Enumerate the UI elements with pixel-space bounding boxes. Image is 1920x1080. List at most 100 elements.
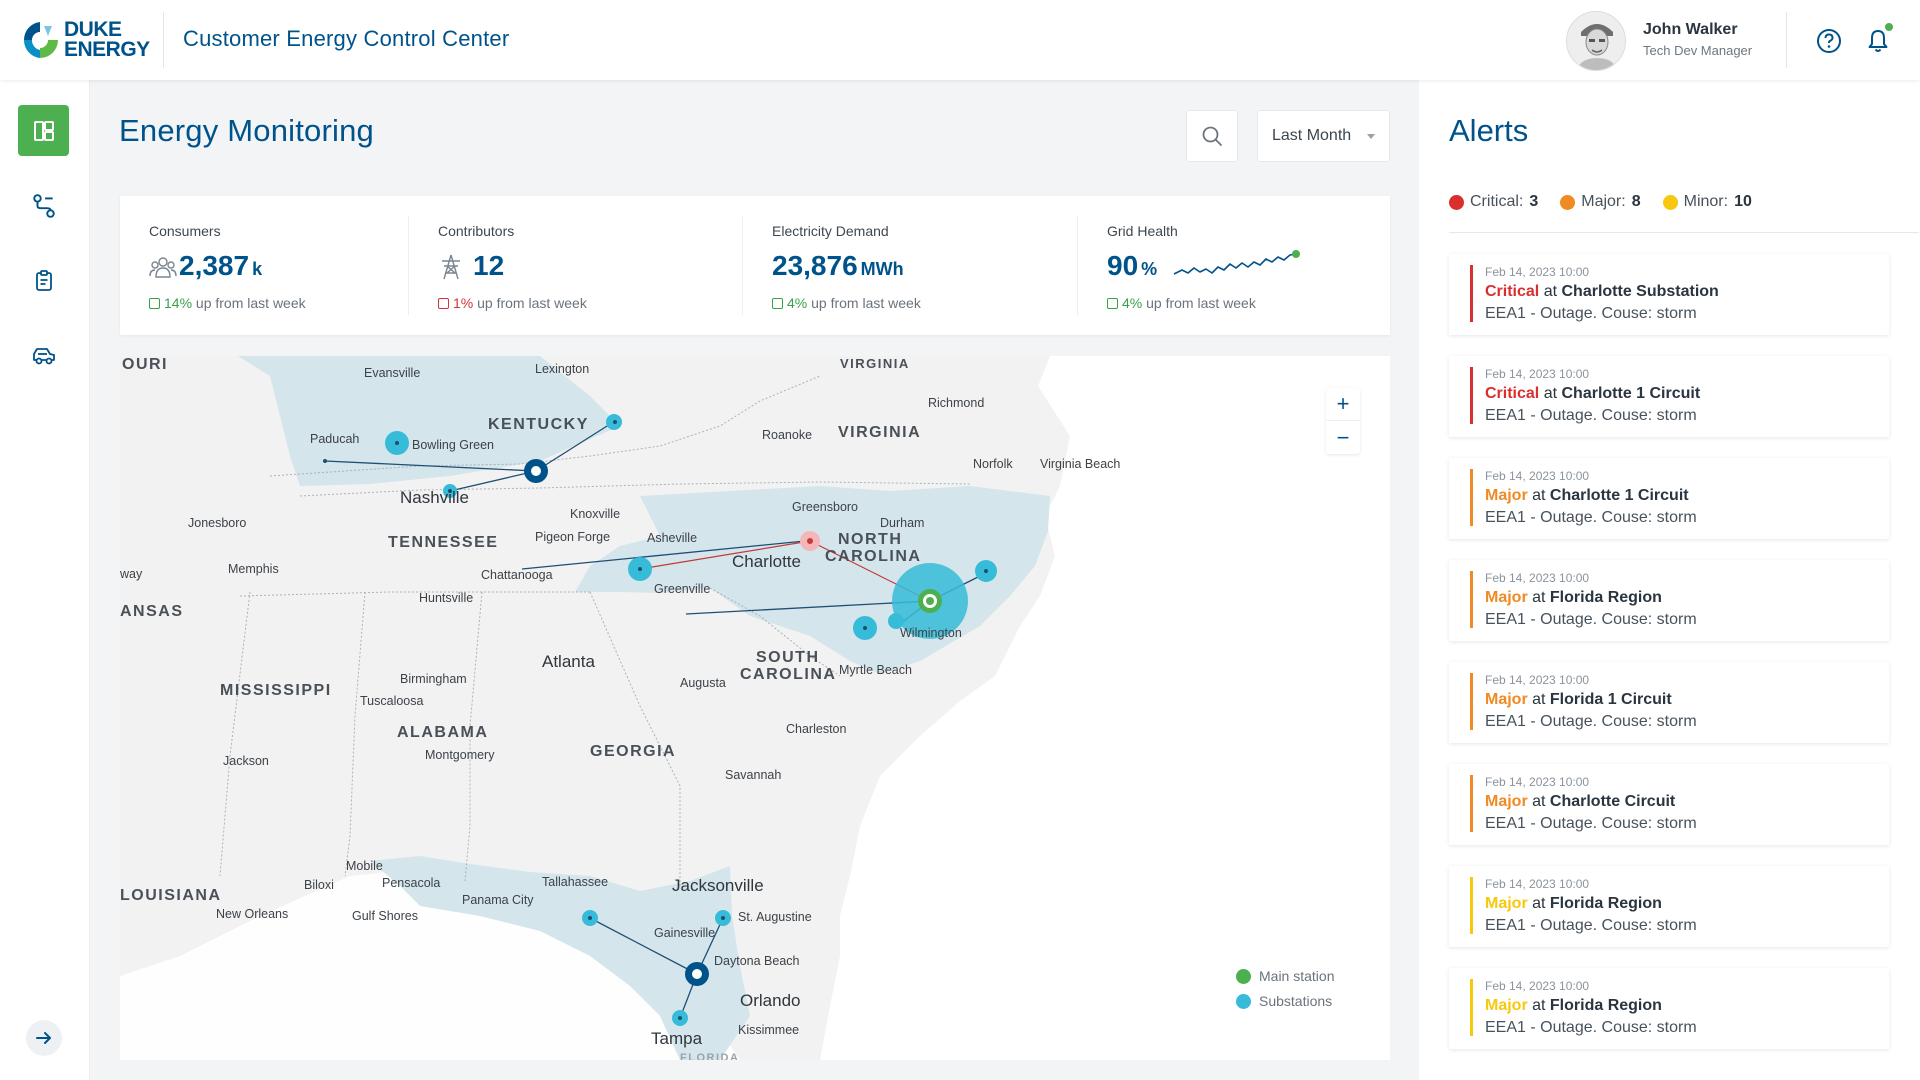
user-name: John Walker	[1643, 21, 1738, 38]
trend-text: up from last week	[473, 295, 587, 311]
header-divider	[1786, 12, 1787, 68]
alert-time: Feb 14, 2023 10:00	[1485, 265, 1590, 279]
kpi-label: Consumers	[149, 223, 221, 239]
kpi-number: 23,876	[772, 250, 858, 281]
kpi-trend: 4% up from last week	[772, 295, 921, 311]
map-label: Virginia Beach	[1040, 457, 1121, 471]
sidebar	[0, 80, 90, 1080]
alert-at: at	[1539, 283, 1562, 300]
critical-dot	[1449, 194, 1464, 210]
map-label: Tallahassee	[542, 875, 609, 889]
header-divider	[163, 12, 164, 68]
sidebar-item-reports[interactable]	[18, 255, 69, 306]
legend-dot	[1236, 993, 1251, 1009]
alert-severity: Major	[1485, 793, 1528, 810]
user-portrait	[1567, 12, 1625, 70]
alert-time: Feb 14, 2023 10:00	[1485, 571, 1590, 585]
map-label: Bowling Green	[412, 438, 494, 452]
map-label: OURI	[122, 356, 168, 373]
alert-card[interactable]: Feb 14, 2023 10:00 Major at Florida Regio…	[1449, 968, 1889, 1049]
sidebar-item-dashboard[interactable]	[18, 105, 69, 156]
time-range-select[interactable]: Last Month	[1257, 110, 1390, 162]
alert-headline: Major at Charlotte Circuit	[1485, 793, 1675, 811]
alert-card[interactable]: Feb 14, 2023 10:00 Critical at Charlotte …	[1449, 356, 1889, 437]
alert-description: EEA1 - Outage. Couse: storm	[1485, 713, 1697, 730]
map-label: CAROLINA	[740, 666, 837, 683]
map-label: ALABAMA	[397, 724, 489, 741]
bell-icon[interactable]	[1864, 27, 1892, 55]
severity-bar	[1470, 367, 1473, 424]
map-label: Myrtle Beach	[839, 663, 912, 677]
avatar[interactable]	[1566, 11, 1626, 71]
severity-bar	[1470, 469, 1473, 526]
alert-description: EEA1 - Outage. Couse: storm	[1485, 611, 1697, 628]
map-label: Biloxi	[304, 878, 334, 892]
sidebar-item-routes[interactable]	[18, 180, 69, 231]
alert-card[interactable]: Feb 14, 2023 10:00 Major at Charlotte Cir…	[1449, 764, 1889, 845]
alert-headline: Major at Florida 1 Circuit	[1485, 691, 1672, 709]
alert-card[interactable]: Feb 14, 2023 10:00 Critical at Charlotte …	[1449, 254, 1889, 335]
map-label: Greensboro	[792, 500, 859, 514]
arrow-right-icon	[36, 1032, 51, 1044]
kpi-value: 12	[473, 250, 507, 282]
alert-description: EEA1 - Outage. Couse: storm	[1485, 917, 1697, 934]
map-label: Panama City	[462, 893, 534, 907]
map-label: Jacksonville	[672, 876, 764, 895]
map-label: Evansville	[364, 366, 421, 380]
alert-severity: Major	[1485, 997, 1528, 1014]
alert-headline: Critical at Charlotte Substation	[1485, 283, 1719, 301]
alert-severity: Major	[1485, 589, 1528, 606]
help-icon[interactable]	[1815, 27, 1843, 55]
vehicle-icon	[32, 347, 55, 364]
severity-bar	[1470, 265, 1473, 322]
alert-at: at	[1539, 385, 1562, 402]
severity-bar	[1470, 877, 1473, 934]
summary-minor[interactable]: Minor: 10	[1662, 193, 1752, 211]
alerts-title: Alerts	[1449, 113, 1529, 148]
minor-dot	[1662, 194, 1678, 210]
summary-major[interactable]: Major: 8	[1560, 193, 1641, 211]
alert-severity: Critical	[1485, 283, 1540, 300]
search-icon	[1202, 126, 1222, 146]
alert-card[interactable]: Feb 14, 2023 10:00 Major at Florida 1 Cir…	[1449, 662, 1889, 743]
alert-card[interactable]: Feb 14, 2023 10:00 Major at Florida Regio…	[1449, 560, 1889, 641]
alert-location: Florida 1 Circuit	[1549, 691, 1672, 708]
map-label: Norfolk	[973, 457, 1013, 471]
map-legend: Main station Substations	[1236, 968, 1334, 1018]
alert-time: Feb 14, 2023 10:00	[1485, 979, 1590, 993]
alert-card[interactable]: Feb 14, 2023 10:00 Major at Florida Regio…	[1449, 866, 1889, 947]
kpi-number: 90	[1107, 250, 1139, 281]
map-label: Pensacola	[382, 876, 441, 890]
search-button[interactable]	[1186, 110, 1238, 162]
logo-mark-icon	[23, 22, 58, 58]
alert-severity: Critical	[1485, 385, 1540, 402]
expand-sidebar-button[interactable]	[26, 1020, 62, 1056]
alert-at: at	[1527, 997, 1550, 1014]
sidebar-item-vehicles[interactable]	[18, 330, 69, 381]
severity-bar	[1470, 571, 1473, 628]
time-range-value: Last Month	[1272, 127, 1352, 144]
summary-critical[interactable]: Critical: 3	[1449, 193, 1538, 211]
zoom-out-button[interactable]: −	[1336, 424, 1350, 450]
summary-count: 3	[1529, 193, 1539, 210]
kpi-contributors: Contributors 12 1% up from last week	[438, 196, 728, 335]
alert-headline: Major at Florida Region	[1485, 997, 1662, 1015]
map-label: ANSAS	[120, 603, 184, 620]
severity-bar	[1470, 673, 1473, 730]
map-label: Lexington	[535, 362, 590, 376]
energy-map[interactable]: OURI KENTUCKY VIRGINIA VIRGINIA TENNESSE…	[120, 356, 1390, 1060]
alert-card[interactable]: Feb 14, 2023 10:00 Major at Charlotte 1 C…	[1449, 458, 1889, 539]
alert-location: Charlotte 1 Circuit	[1549, 487, 1689, 504]
duke-energy-logo[interactable]: DUKE ENERGY	[18, 18, 150, 62]
tower-icon	[442, 254, 460, 280]
dashboard-icon	[33, 120, 54, 141]
alert-description: EEA1 - Outage. Couse: storm	[1485, 509, 1697, 526]
logo-text: DUKE ENERGY	[64, 19, 150, 60]
legend-main-station: Main station	[1236, 968, 1334, 984]
zoom-in-button[interactable]: +	[1326, 388, 1360, 421]
trend-up-icon	[149, 298, 160, 309]
kpi-trend: 1% up from last week	[438, 295, 587, 311]
alert-at: at	[1527, 589, 1550, 606]
map-label: Asheville	[647, 531, 698, 545]
map-label: Gainesville	[654, 926, 716, 940]
